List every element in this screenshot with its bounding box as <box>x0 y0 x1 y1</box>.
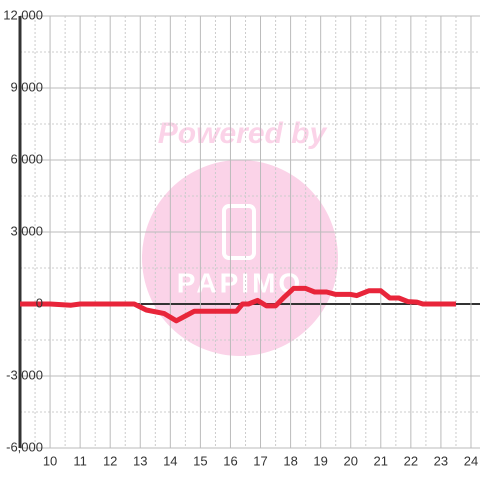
x-tick-label: 22 <box>404 453 418 468</box>
y-tick-label: 12,000 <box>3 7 43 22</box>
x-tick-label: 16 <box>223 453 237 468</box>
x-tick-label: 12 <box>103 453 117 468</box>
watermark-logo: PAPIMO <box>177 267 303 298</box>
x-tick-label: 24 <box>464 453 478 468</box>
y-tick-label: -3,000 <box>6 367 43 382</box>
watermark: Powered by PAPIMO <box>142 117 338 356</box>
x-tick-label: 13 <box>133 453 147 468</box>
x-tick-label: 21 <box>374 453 388 468</box>
y-tick-label: 0 <box>36 295 43 310</box>
y-tick-label: -6,000 <box>6 439 43 454</box>
x-tick-label: 19 <box>313 453 327 468</box>
y-tick-label: 3,000 <box>10 223 43 238</box>
x-tick-label: 15 <box>193 453 207 468</box>
y-tick-label: 6,000 <box>10 151 43 166</box>
watermark-text: Powered by <box>158 117 328 150</box>
y-tick-label: 9,000 <box>10 79 43 94</box>
x-tick-label: 14 <box>163 453 177 468</box>
x-tick-label: 23 <box>434 453 448 468</box>
x-tick-label: 10 <box>43 453 57 468</box>
data-line <box>20 285 456 324</box>
x-tick-label: 18 <box>283 453 297 468</box>
x-tick-label: 11 <box>73 453 87 468</box>
x-tick-label: 20 <box>343 453 357 468</box>
x-tick-label: 17 <box>253 453 267 468</box>
